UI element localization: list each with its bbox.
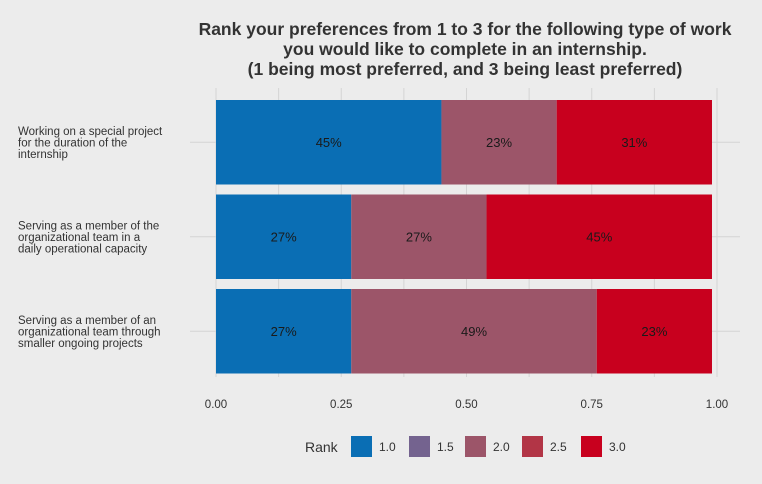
x-tick-label: 0.00 (205, 399, 227, 411)
chart-title-line: (1 being most preferred, and 3 being lea… (248, 59, 683, 79)
legend-key-label: 1.0 (379, 440, 396, 454)
category-label: Serving as a member of an (18, 315, 156, 327)
legend-key-swatch (581, 436, 602, 457)
bar-segment-rank-2-0 (441, 100, 557, 185)
bar-segment-rank-2-0 (351, 194, 487, 279)
legend-key-label: 3.0 (609, 440, 626, 454)
bar-value-label: 49% (461, 324, 487, 339)
category-label: organizational team through (18, 326, 161, 338)
x-tick-label: 0.50 (455, 399, 477, 411)
bar-value-label: 27% (271, 324, 297, 339)
bar-value-label: 23% (641, 324, 667, 339)
legend-key-label: 2.5 (550, 440, 567, 454)
bar-segment-rank-3-0 (556, 100, 712, 185)
bar-value-label: 27% (271, 229, 297, 244)
category-label: Working on a special project (18, 126, 163, 138)
bar-value-label: 45% (586, 229, 612, 244)
x-tick-label: 0.75 (581, 399, 603, 411)
bar-segment-rank-1-0 (216, 100, 442, 185)
bar-segment-rank-1-0 (216, 289, 352, 374)
category-label: organizational team in a (18, 232, 141, 244)
bar-segment-rank-2-0 (351, 289, 597, 374)
category-label: for the duration of the (18, 137, 127, 149)
bar-segment-rank-1-0 (216, 194, 352, 279)
chart-title-line: Rank your preferences from 1 to 3 for th… (199, 19, 732, 39)
legend-key-label: 2.0 (493, 440, 510, 454)
bar-value-label: 23% (486, 135, 512, 150)
bar-value-label: 27% (406, 229, 432, 244)
bar-value-label: 45% (316, 135, 342, 150)
legend-key-label: 1.5 (437, 440, 454, 454)
legend-key-swatch (351, 436, 372, 457)
legend-key-swatch (465, 436, 486, 457)
legend-key-swatch (522, 436, 543, 457)
x-tick-label: 0.25 (330, 399, 352, 411)
bar-value-label: 31% (621, 135, 647, 150)
legend-key-swatch (409, 436, 430, 457)
bar-segment-rank-3-0 (486, 194, 712, 279)
bar-segment-rank-3-0 (596, 289, 712, 374)
x-tick-label: 1.00 (706, 399, 728, 411)
category-label: internship (18, 149, 68, 161)
chart-title-line: you would like to complete in an interns… (283, 39, 647, 59)
legend-title: Rank (305, 439, 339, 455)
category-label: smaller ongoing projects (18, 338, 143, 350)
category-label: Serving as a member of the (18, 220, 159, 232)
category-label: daily operational capacity (18, 243, 147, 255)
